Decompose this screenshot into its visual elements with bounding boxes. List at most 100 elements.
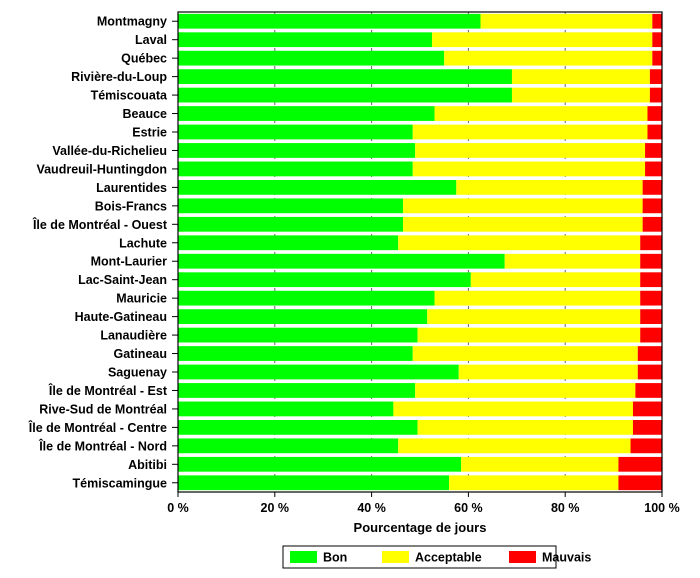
category-label: Rivière-du-Loup: [71, 70, 167, 84]
bar-segment-bon: [178, 475, 450, 491]
bar-segment-acceptable: [415, 143, 646, 158]
category-label: Saguenay: [108, 366, 167, 380]
category-labels: Montmagny Laval Québec Rivière-du-Loup Témis…: [28, 15, 168, 491]
bar-segment-mauvais: [637, 364, 662, 380]
bar-segment-mauvais: [637, 346, 662, 361]
bar-segment-acceptable: [480, 13, 653, 29]
x-tick-label: 60 %: [454, 501, 483, 515]
bar-segment-mauvais: [652, 50, 662, 66]
legend-swatch-acceptable: [382, 551, 409, 563]
legend-swatch-bon: [290, 551, 317, 563]
bar-segment-bon: [178, 290, 435, 306]
bar-segment-acceptable: [456, 180, 643, 195]
category-label: Lanaudière: [100, 329, 167, 343]
bar-segment-bon: [178, 13, 481, 29]
bar-segment-bon: [178, 364, 459, 380]
bar-segment-mauvais: [635, 383, 662, 398]
bar-segment-bon: [178, 327, 418, 343]
bar-segment-mauvais: [640, 253, 662, 269]
bar-segment-bon: [178, 216, 404, 232]
bar-segment-bon: [178, 198, 404, 214]
category-label: Bois-Francs: [95, 199, 167, 213]
bar-segment-acceptable: [412, 161, 646, 177]
bar-segment-acceptable: [393, 401, 633, 417]
bar-segment-acceptable: [417, 327, 641, 343]
bar-segment-acceptable: [398, 235, 641, 251]
bar-segment-bon: [178, 50, 445, 66]
bar-segment-bon: [178, 253, 505, 269]
legend-label-mauvais: Mauvais: [542, 551, 591, 565]
bar-segment-bon: [178, 309, 428, 324]
bar-segment-acceptable: [398, 438, 631, 454]
bar-segment-mauvais: [618, 456, 662, 472]
bar-segment-acceptable: [470, 272, 641, 288]
axes: [172, 11, 663, 497]
x-tick-label: 0 %: [167, 501, 189, 515]
bars: [178, 13, 662, 491]
bar-segment-mauvais: [618, 475, 662, 491]
category-label: Laurentides: [96, 181, 167, 195]
bar-segment-acceptable: [427, 309, 641, 324]
category-label: Abitibi: [128, 458, 167, 472]
legend-box: [282, 545, 557, 569]
bar-segment-bon: [178, 180, 457, 195]
bar-segment-mauvais: [630, 438, 662, 454]
bar-segment-acceptable: [415, 383, 636, 398]
legend-swatch-mauvais: [509, 551, 536, 563]
bar-segment-mauvais: [640, 290, 662, 306]
bar-segment-mauvais: [632, 420, 662, 435]
category-label: Vaudreuil-Huntingdon: [36, 162, 167, 176]
bar-segment-bon: [178, 272, 471, 288]
x-tick-label: 100 %: [644, 501, 679, 515]
category-label: Rive-Sud de Montréal: [39, 402, 167, 416]
bar-segment-acceptable: [444, 50, 653, 66]
x-tick-label: 80 %: [551, 501, 580, 515]
bar-segment-bon: [178, 161, 413, 177]
bar-segment-bon: [178, 456, 462, 472]
bar-segment-mauvais: [640, 235, 662, 251]
bar-segment-mauvais: [642, 216, 662, 232]
category-label: Montmagny: [97, 15, 167, 29]
bar-segment-acceptable: [412, 124, 648, 140]
bar-segment-mauvais: [645, 161, 662, 177]
bar-segment-acceptable: [434, 106, 648, 121]
bar-segment-mauvais: [640, 272, 662, 288]
bar-segment-bon: [178, 69, 512, 84]
bar-segment-mauvais: [640, 309, 662, 324]
legend-label-bon: Bon: [323, 551, 347, 565]
category-label: Île de Montréal - Nord: [38, 438, 167, 453]
bar-segment-mauvais: [647, 124, 662, 140]
category-label: Île de Montréal - Ouest: [32, 217, 168, 232]
bar-segment-bon: [178, 438, 399, 454]
category-label: Lachute: [119, 236, 167, 250]
category-label: Laval: [135, 33, 167, 47]
bar-segment-acceptable: [434, 290, 641, 306]
x-tick-labels: 0 % 20 % 40 % 60 % 80 % 100 %: [167, 501, 680, 515]
category-label: Vallée-du-Richelieu: [52, 144, 167, 158]
bar-segment-acceptable: [458, 364, 638, 380]
bar-segment-mauvais: [645, 143, 662, 158]
bar-segment-bon: [178, 32, 433, 48]
bar-segment-acceptable: [461, 456, 619, 472]
category-label: Mauricie: [116, 292, 167, 306]
x-axis-title: Pourcentage de jours: [354, 520, 487, 535]
bar-segment-bon: [178, 420, 418, 435]
bar-segment-bon: [178, 143, 416, 158]
category-label: Estrie: [132, 126, 167, 140]
plot-frame: [177, 11, 663, 493]
bar-segment-acceptable: [504, 253, 641, 269]
bar-segment-mauvais: [642, 198, 662, 214]
bar-segment-bon: [178, 346, 413, 361]
bar-segment-bon: [178, 383, 416, 398]
bar-segment-mauvais: [652, 13, 662, 29]
bar-segment-acceptable: [403, 216, 643, 232]
bar-segment-acceptable: [432, 32, 653, 48]
x-tick-label: 20 %: [261, 501, 290, 515]
bar-segment-acceptable: [403, 198, 643, 214]
bar-segment-bon: [178, 106, 435, 121]
bar-segment-acceptable: [412, 346, 638, 361]
category-label: Québec: [121, 52, 167, 66]
bar-segment-mauvais: [632, 401, 662, 417]
category-label: Témiscouata: [91, 89, 168, 103]
